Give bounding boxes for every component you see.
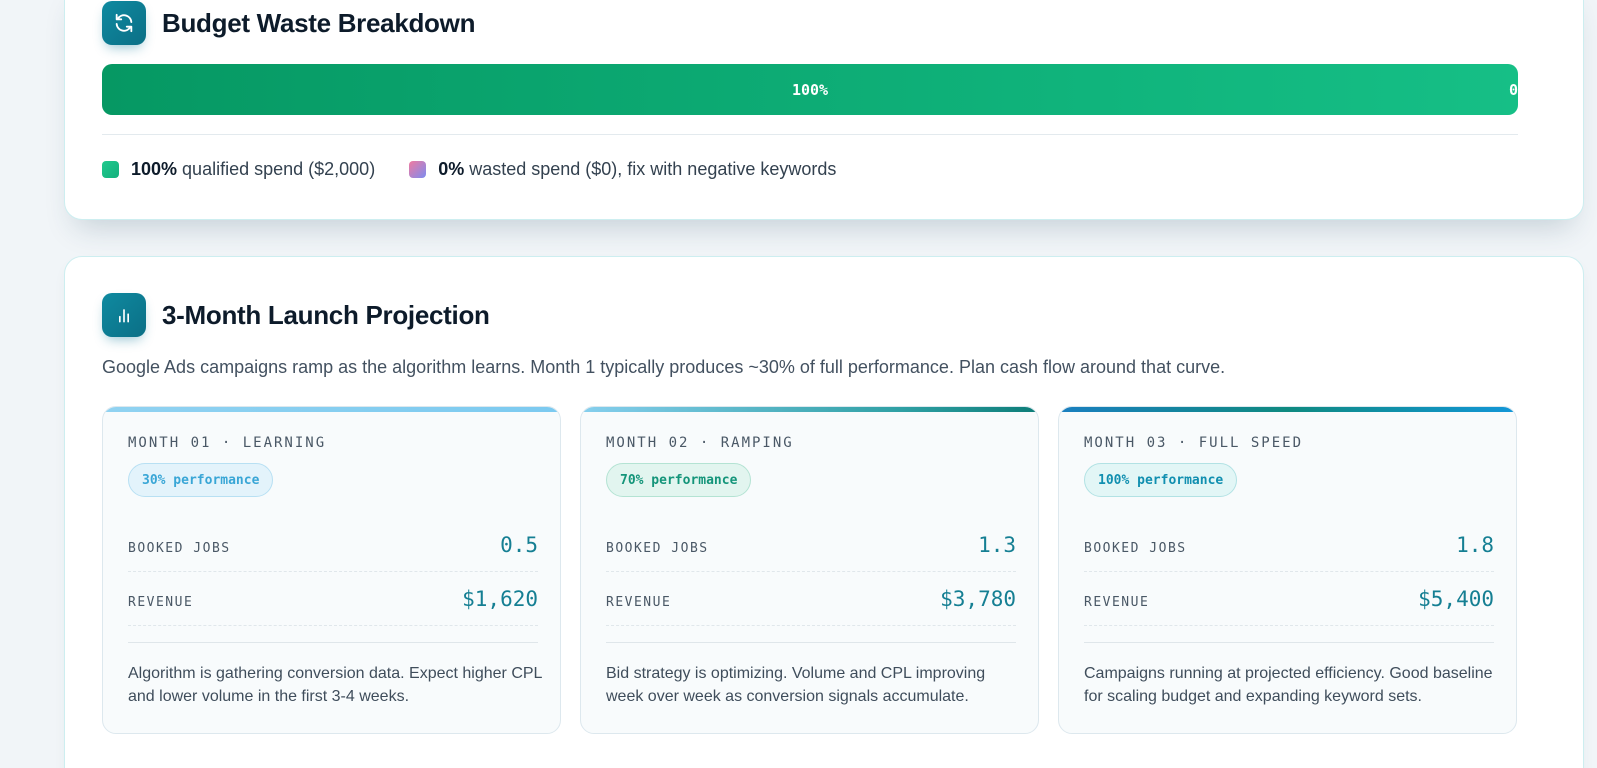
performance-badge: 30% performance <box>128 463 274 497</box>
waste-legend: 100% qualified spend ($2,000) 0% wasted … <box>102 159 836 180</box>
waste-progress-bar: 100% 0 <box>102 64 1518 115</box>
qualified-percent-label: 100% <box>791 80 829 99</box>
month-cards: MONTH 01 · LEARNING 30% performance BOOK… <box>102 406 1517 734</box>
performance-badge: 70% performance <box>606 463 752 497</box>
month-label: MONTH 01 · LEARNING <box>128 435 327 451</box>
revenue-label: REVENUE <box>128 595 194 610</box>
month-description: Bid strategy is optimizing. Volume and C… <box>606 665 986 705</box>
month-description: Algorithm is gathering conversion data. … <box>128 665 542 705</box>
revenue-row: REVENUE $3,780 <box>606 572 1016 626</box>
divider <box>102 134 1518 135</box>
booked-jobs-value: 1.8 <box>1456 532 1494 557</box>
budget-waste-card: Budget Waste Breakdown 100% 0 100% quali… <box>64 0 1584 220</box>
month-label: MONTH 02 · RAMPING <box>606 435 794 451</box>
legend-wasted-pct: 0% <box>438 159 465 179</box>
month-card-1: MONTH 01 · LEARNING 30% performance BOOK… <box>102 406 561 734</box>
revenue-row: REVENUE $1,620 <box>128 572 538 626</box>
legend-qualified-pct: 100% <box>131 159 178 179</box>
budget-waste-header: Budget Waste Breakdown <box>102 1 475 45</box>
booked-jobs-label: BOOKED JOBS <box>128 541 231 556</box>
projection-header: 3-Month Launch Projection <box>102 293 490 337</box>
booked-jobs-row: BOOKED JOBS 0.5 <box>128 518 538 572</box>
booked-jobs-value: 0.5 <box>500 532 538 557</box>
legend-qualified-desc: qualified spend ($2,000) <box>177 159 376 179</box>
month-card-2: MONTH 02 · RAMPING 70% performance BOOKE… <box>580 406 1039 734</box>
revenue-row: REVENUE $5,400 <box>1084 572 1494 626</box>
month-accent-bar <box>103 407 560 412</box>
refresh-icon <box>102 1 146 45</box>
divider <box>1084 642 1494 643</box>
revenue-value: $1,620 <box>462 586 538 611</box>
booked-jobs-row: BOOKED JOBS 1.3 <box>606 518 1016 572</box>
budget-waste-title: Budget Waste Breakdown <box>162 7 476 38</box>
divider <box>128 642 538 643</box>
booked-jobs-row: BOOKED JOBS 1.8 <box>1084 518 1494 572</box>
legend-wasted-desc: wasted spend ($0), fix with negative key… <box>464 159 837 179</box>
revenue-label: REVENUE <box>606 595 672 610</box>
revenue-label: REVENUE <box>1084 595 1150 610</box>
legend-qualified-text: 100% qualified spend ($2,000) <box>131 159 375 180</box>
legend-wasted: 0% wasted spend ($0), fix with negative … <box>409 159 836 180</box>
booked-jobs-label: BOOKED JOBS <box>606 541 709 556</box>
revenue-value: $5,400 <box>1418 586 1494 611</box>
booked-jobs-label: BOOKED JOBS <box>1084 541 1187 556</box>
divider <box>606 642 1016 643</box>
revenue-value: $3,780 <box>940 586 1016 611</box>
bar-chart-icon <box>102 293 146 337</box>
launch-projection-card: 3-Month Launch Projection Google Ads cam… <box>64 256 1584 768</box>
qualified-swatch <box>102 161 119 178</box>
month-card-3: MONTH 03 · FULL SPEED 100% performance B… <box>1058 406 1517 734</box>
booked-jobs-value: 1.3 <box>978 532 1016 557</box>
legend-qualified: 100% qualified spend ($2,000) <box>102 159 375 180</box>
legend-wasted-text: 0% wasted spend ($0), fix with negative … <box>438 159 836 180</box>
month-accent-bar <box>1059 407 1516 412</box>
month-label: MONTH 03 · FULL SPEED <box>1084 435 1304 451</box>
performance-badge: 100% performance <box>1084 463 1238 497</box>
wasted-swatch <box>409 161 427 178</box>
projection-title: 3-Month Launch Projection <box>162 299 490 330</box>
wasted-percent-label: 0 <box>1508 80 1518 99</box>
month-description: Campaigns running at projected efficienc… <box>1084 665 1493 705</box>
projection-subtitle: Google Ads campaigns ramp as the algorit… <box>102 357 1226 377</box>
month-accent-bar <box>581 407 1038 412</box>
qualified-spend-fill: 100% <box>102 64 1518 115</box>
